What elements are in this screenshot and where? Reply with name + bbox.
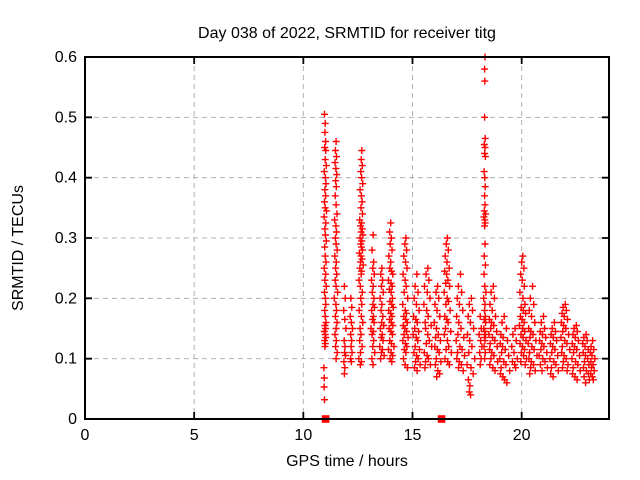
y-tick-label: 0.1 [55, 351, 77, 368]
axis-ticks [84, 56, 609, 420]
x-tick-label: 15 [404, 427, 422, 444]
y-tick-label: 0.3 [55, 230, 77, 247]
y-tick-label: 0 [68, 411, 77, 428]
axes-layer: 0 5 10 15 20 0 0.1 0.2 0.3 0.4 0.5 0.6 [55, 49, 610, 444]
y-axis-label: SRMTID / TECUs [10, 185, 27, 311]
x-tick-label: 0 [81, 427, 90, 444]
y-tick-label: 0.2 [55, 290, 77, 307]
y-tick-label: 0.5 [55, 109, 77, 126]
x-tick-label: 20 [513, 427, 531, 444]
chart-title: Day 038 of 2022, SRMTID for receiver tit… [198, 25, 496, 42]
scatter-points-srmtid [320, 53, 599, 404]
x-tick-label: 5 [190, 427, 199, 444]
x-tick-label: 10 [294, 427, 312, 444]
y-tick-label: 0.4 [55, 170, 77, 187]
x-axis-label: GPS time / hours [286, 453, 408, 470]
y-tick-label: 0.6 [55, 49, 77, 66]
